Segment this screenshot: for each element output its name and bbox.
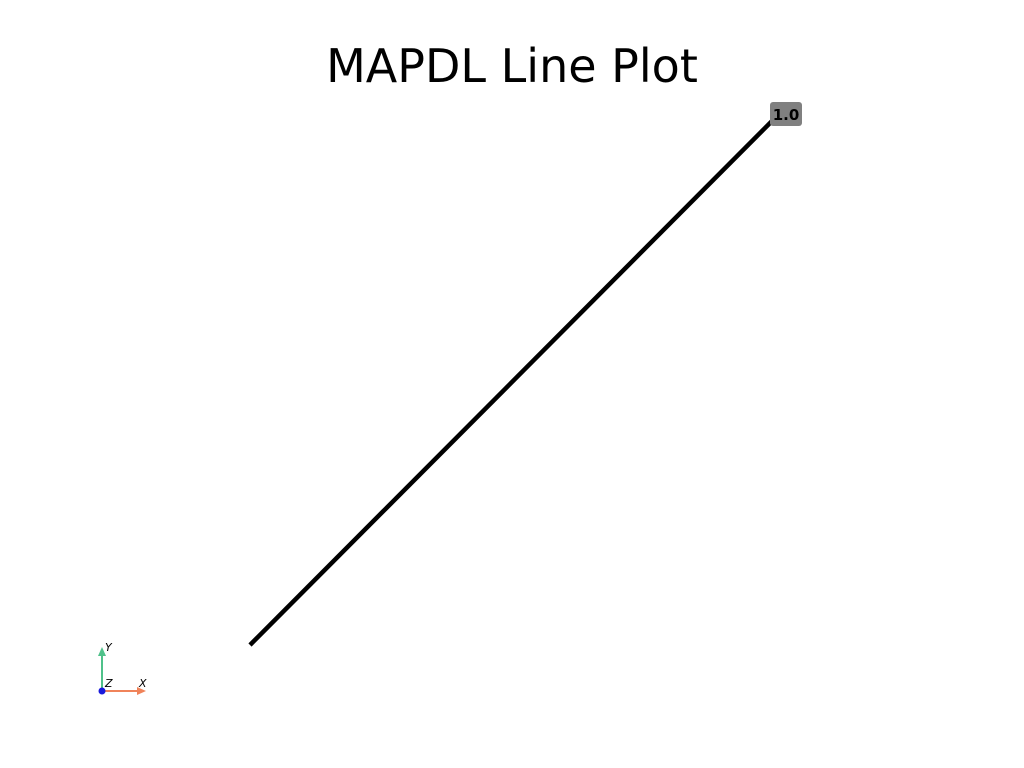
y-axis-arrow-head xyxy=(98,647,106,656)
series-line-0 xyxy=(248,118,775,647)
x-axis-arrow-head xyxy=(137,687,146,695)
y-axis-letter: Y xyxy=(105,641,113,654)
series-layer xyxy=(248,118,775,647)
point-label-text: 1.0 xyxy=(773,106,800,124)
x-axis-letter: X xyxy=(138,677,147,690)
orientation-axes-widget: X Y Z xyxy=(98,641,147,695)
z-axis-dot xyxy=(98,687,106,695)
z-axis-letter: Z xyxy=(104,677,113,690)
plot-title: MAPDL Line Plot xyxy=(326,39,698,93)
point-label-box xyxy=(770,102,802,126)
point-label-layer: 1.0 xyxy=(770,102,802,126)
point-label-0: 1.0 xyxy=(770,102,802,126)
